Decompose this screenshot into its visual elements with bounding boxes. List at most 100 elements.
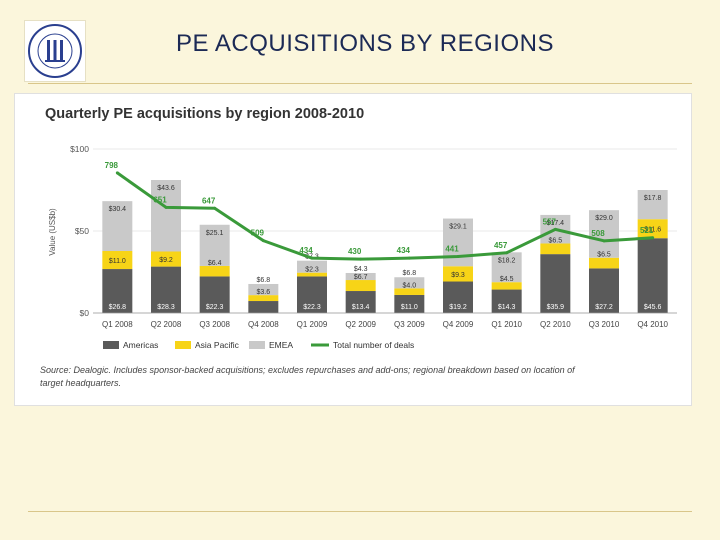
bar-value-label: $17.4 — [547, 220, 565, 227]
deals-point — [310, 256, 314, 260]
asia-pacific-bar-segment — [102, 251, 133, 270]
y-tick-label: $100 — [70, 144, 89, 154]
asia-pacific-bar-segment — [589, 257, 619, 269]
asia-pacific-bar-segment — [394, 288, 425, 295]
deals-point — [602, 239, 606, 243]
americas-bar-segment — [248, 301, 279, 313]
legend: Americas Asia Pacific EMEA Total number of … — [103, 340, 414, 350]
americas-bar-segment — [151, 266, 181, 313]
asia-pacific-bar-segment — [540, 243, 571, 255]
bar-value-label: $11.0 — [401, 304, 418, 311]
deals-point — [213, 206, 217, 210]
americas-bar-segment — [345, 291, 376, 313]
university-seal-icon — [28, 24, 82, 78]
deals-value-label: 430 — [348, 247, 362, 256]
emea-bar-segment — [394, 277, 425, 289]
emea-bar-segment — [151, 179, 181, 252]
x-tick-label: Q4 2010 — [637, 320, 668, 329]
bar-value-label: $13.4 — [352, 304, 370, 311]
americas-bar-segment — [199, 276, 230, 313]
deals-value-label: 557 — [543, 217, 557, 226]
bar-value-label: $2.3 — [305, 267, 319, 274]
chart-title: Quarterly PE acquisitions by region 2008… — [45, 106, 364, 122]
y-tick-label: $50 — [75, 226, 89, 236]
x-tick-label: Q2 2008 — [151, 320, 182, 329]
source-note-line-1: Source: Dealogic. Includes sponsor-backe… — [40, 365, 576, 375]
bar-value-label: $45.6 — [644, 304, 662, 311]
y-tick-label: $0 — [80, 308, 90, 318]
bar-value-label: $43.6 — [157, 185, 175, 192]
bar-value-label: $6.5 — [549, 237, 563, 244]
bar-value-label: $9.2 — [159, 257, 173, 264]
emea-bar-segment — [637, 190, 668, 220]
bar-value-label: $6.8 — [403, 270, 417, 277]
header-divider — [28, 83, 692, 84]
deals-value-label: 434 — [397, 246, 411, 255]
legend-swatch — [103, 341, 119, 349]
bar-value-label: $18.2 — [498, 257, 516, 264]
deals-value-label: 434 — [299, 246, 313, 255]
deals-value-label: 647 — [202, 196, 216, 205]
deals-value-label: 509 — [251, 229, 265, 238]
asia-pacific-bar-segment — [297, 272, 327, 277]
americas-bar-segment — [637, 238, 668, 313]
x-tick-label: Q1 2009 — [297, 320, 328, 329]
bar-value-label: $17.8 — [644, 195, 662, 202]
americas-bar-segment — [589, 268, 619, 313]
emea-bar-segment — [345, 272, 376, 281]
emea-bar-segment — [199, 224, 230, 266]
bar-value-label: $4.0 — [403, 282, 417, 289]
university-logo — [24, 20, 86, 82]
deals-value-label: 457 — [494, 241, 508, 250]
deals-value-label: 441 — [445, 245, 459, 254]
legend-label: Americas — [123, 340, 158, 350]
deals-line-layer: 798 651 647 509 434 430 434 441 457 557 508 521 — [105, 161, 655, 261]
asia-pacific-bar-segment — [443, 266, 473, 282]
bars-layer: $26.8 $11.0 $30.4 $28.3 $9.2 $43.6 $22.3 $6.4 $2… — [102, 179, 668, 324]
emea-bar-segment — [589, 210, 619, 258]
bar-value-label: $29.0 — [595, 215, 613, 222]
bar-value-label: $4.5 — [500, 276, 514, 283]
bar-value-label: $22.3 — [303, 304, 321, 311]
bar-value-label: $30.4 — [109, 206, 127, 213]
bar-value-label: $6.7 — [354, 274, 368, 281]
bar-value-label: $4.3 — [354, 266, 368, 273]
americas-bar-segment — [394, 294, 425, 313]
legend-label: EMEA — [269, 340, 293, 350]
bar-value-label: $28.3 — [157, 304, 175, 311]
y-axis-label: Value (US$b) — [48, 208, 57, 256]
americas-bar-segment — [102, 269, 133, 313]
deals-point — [553, 227, 557, 231]
americas-bar-segment — [443, 281, 473, 313]
pe-acquisitions-chart: Quarterly PE acquisitions by region 2008… — [40, 106, 677, 388]
legend-label: Asia Pacific — [195, 340, 240, 350]
slide-title: PE ACQUISITIONS BY REGIONS — [176, 30, 554, 57]
bar-value-label: $3.6 — [257, 289, 271, 296]
deals-value-label: 798 — [105, 161, 119, 170]
bar-value-label: $6.5 — [597, 252, 611, 259]
americas-bar-segment — [540, 254, 571, 313]
bar-value-label: $26.8 — [109, 304, 127, 311]
legend-swatch — [175, 341, 191, 349]
deals-point — [651, 236, 655, 240]
x-tick-label: Q1 2008 — [102, 320, 133, 329]
bar-value-label: $11.6 — [644, 227, 661, 234]
footer-divider — [28, 511, 692, 512]
bar-value-label: $35.9 — [547, 304, 565, 311]
bar-value-label: $29.1 — [449, 224, 467, 231]
x-tick-label: Q3 2009 — [394, 320, 425, 329]
deals-point — [359, 257, 363, 261]
x-tick-label: Q3 2010 — [589, 320, 620, 329]
deals-point — [115, 171, 119, 175]
bar-value-label: $22.3 — [206, 304, 224, 311]
bar-value-label: $11.0 — [109, 258, 126, 265]
bar-value-label: $25.1 — [206, 230, 224, 237]
source-note-line-2: target headquarters. — [40, 378, 121, 388]
x-tick-label: Q1 2010 — [491, 320, 522, 329]
asia-pacific-bar-segment — [637, 219, 668, 239]
bar-value-label: $19.2 — [449, 304, 467, 311]
emea-bar-segment — [297, 260, 327, 273]
bar-value-label: $6.4 — [208, 260, 222, 267]
deals-point — [505, 251, 509, 255]
legend-swatch — [249, 341, 265, 349]
